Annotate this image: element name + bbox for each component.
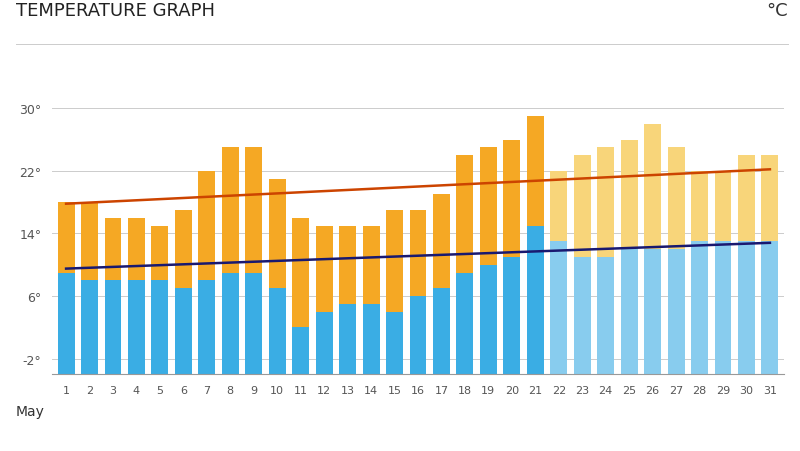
Bar	[503, 258, 520, 374]
Bar	[668, 148, 685, 249]
Bar	[151, 226, 168, 281]
Bar	[58, 202, 74, 273]
Bar	[574, 258, 590, 374]
Bar	[762, 242, 778, 374]
Bar	[433, 195, 450, 289]
Bar	[246, 148, 262, 273]
Bar	[527, 226, 544, 374]
Bar	[151, 281, 168, 374]
Bar	[128, 218, 145, 281]
Bar	[292, 327, 309, 374]
Bar	[222, 148, 238, 273]
Bar	[644, 124, 661, 249]
Bar	[738, 242, 755, 374]
Bar	[527, 117, 544, 226]
Bar	[480, 265, 497, 374]
Bar	[691, 171, 708, 242]
Bar	[598, 258, 614, 374]
Bar	[714, 171, 731, 242]
Bar	[198, 281, 215, 374]
Bar	[480, 148, 497, 265]
Bar	[621, 249, 638, 374]
Bar	[762, 156, 778, 242]
Bar	[316, 226, 333, 312]
Bar	[105, 281, 122, 374]
Bar	[386, 211, 403, 312]
Bar	[339, 226, 356, 304]
Bar	[339, 304, 356, 374]
Bar	[58, 273, 74, 374]
Bar	[457, 273, 474, 374]
Bar	[550, 242, 567, 374]
Bar	[503, 140, 520, 258]
Bar	[128, 281, 145, 374]
Bar	[175, 289, 192, 374]
Bar	[644, 249, 661, 374]
Bar	[81, 281, 98, 374]
Bar	[292, 218, 309, 327]
Bar	[246, 273, 262, 374]
Bar	[410, 211, 426, 296]
Bar	[668, 249, 685, 374]
Text: °C: °C	[766, 2, 788, 20]
Bar	[691, 242, 708, 374]
Bar	[574, 156, 590, 258]
Bar	[433, 289, 450, 374]
Bar	[198, 171, 215, 281]
Text: May: May	[16, 404, 45, 418]
Bar	[550, 171, 567, 242]
Bar	[598, 148, 614, 258]
Bar	[386, 312, 403, 374]
Bar	[81, 202, 98, 281]
Bar	[105, 218, 122, 281]
Bar	[362, 304, 379, 374]
Bar	[714, 242, 731, 374]
Bar	[410, 296, 426, 374]
Bar	[316, 312, 333, 374]
Bar	[621, 140, 638, 249]
Bar	[269, 179, 286, 289]
Text: TEMPERATURE GRAPH: TEMPERATURE GRAPH	[16, 2, 215, 20]
Bar	[738, 156, 755, 242]
Bar	[362, 226, 379, 304]
Bar	[457, 156, 474, 273]
Bar	[175, 211, 192, 289]
Bar	[222, 273, 238, 374]
Bar	[269, 289, 286, 374]
